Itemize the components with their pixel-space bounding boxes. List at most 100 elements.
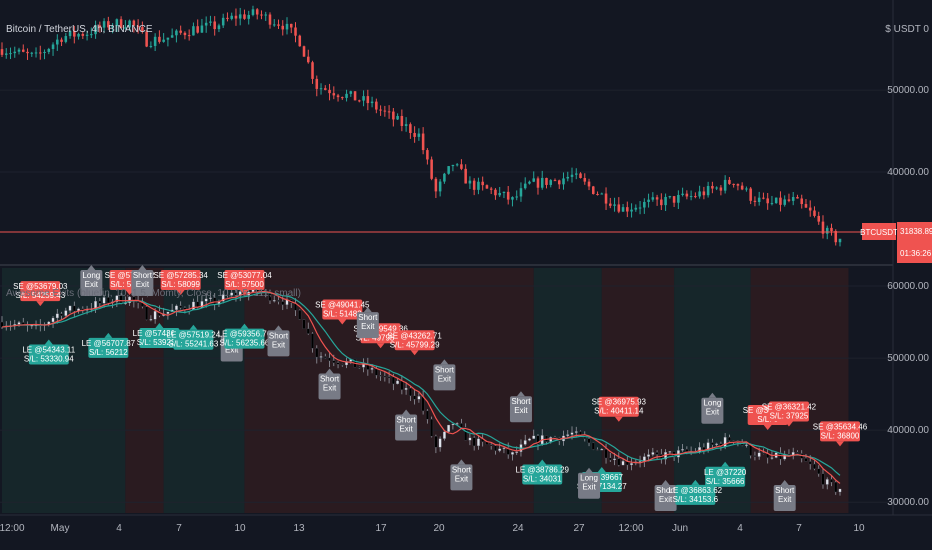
indicator-candle [608,457,612,461]
price-candle [698,191,701,197]
price-candle [158,36,161,42]
price-candle [39,52,42,54]
price-candle [141,27,144,32]
time-axis[interactable]: 12:00 May 4 7 10 13 17 20 24 27 12:00 Jun 4 7 10 [0,514,932,550]
price-candle [774,197,778,204]
price-candle [562,178,565,185]
price-candle [438,181,442,192]
price-candle [681,193,684,195]
price-candle [583,178,587,182]
price-gridlines [0,89,893,173]
price-candle [536,178,540,188]
signal-label-pointer [597,466,606,472]
indicator-candle [838,488,842,493]
indicator-candle [813,463,816,470]
indicator-candle [536,435,540,445]
indicator-candle [383,375,387,378]
indicator-candle [528,438,531,441]
signal-label-box [28,344,69,365]
signal-label-box [768,401,809,422]
ma-slow-line [1,291,841,476]
price-candle [387,111,391,113]
price-candle [353,91,357,101]
indicator-candle [494,445,497,451]
price-candle [604,193,608,204]
price-candle [574,173,578,175]
price-candle [540,177,544,188]
countdown-value: 01:36:26 [900,249,932,258]
indicator-candle [545,435,548,442]
time-axis-background [0,515,932,550]
signal-label-text: S/L: 56212 [89,348,128,357]
price-candle [630,209,633,212]
price-candle [179,30,182,33]
signal-label-text: SE @53077.04 [217,271,272,280]
price-candle [166,37,170,40]
price-pane[interactable] [0,5,893,247]
signal-label-text: LE @54343.11 [22,345,75,354]
indicator-candle [647,454,651,457]
price-candle [451,164,455,167]
indicator-candle [651,452,655,455]
signal-label-box [356,312,379,339]
signal-label-box [820,421,860,442]
indicator-candle [60,313,63,316]
signal-label-text: LE @36863.62 [669,486,723,495]
price-candle [170,35,174,38]
price-candle [489,188,493,190]
price-candle [311,62,314,79]
price-candle [132,20,136,26]
indicator-candle [21,322,25,325]
indicator-candle [753,455,757,457]
indicator-candle [72,305,76,312]
signal-label-box [88,337,129,358]
indicator-candle [221,294,225,302]
currency-badge[interactable]: $ USDT 0 [885,24,929,35]
signal-label-text: Short [358,313,378,322]
indicator-tick-label: 50000.00 [887,353,929,364]
price-candle [217,25,221,30]
signal-label-short: SE @36321.42S/L: 37925 [762,401,817,427]
signal-label-text: Short [320,375,340,384]
indicator-candle [68,305,72,311]
price-candle [506,191,510,200]
price-candle [60,39,63,42]
price-candle [689,196,693,198]
price-candle [813,210,816,216]
time-tick-label: May [51,523,70,534]
signal-label-text: Exit [225,346,239,355]
price-candle [77,33,80,37]
indicator-candle [464,427,468,441]
indicator-candle [391,376,395,385]
price-candle [426,150,429,160]
indicator-candle [762,452,765,454]
price-candle [719,187,723,191]
indicator-candle [451,423,455,426]
price-candle [98,25,102,28]
price-candle [596,194,599,196]
indicator-candle [306,328,310,334]
indicator-candle [685,449,689,452]
price-candle [485,185,489,189]
signal-label-text: Exit [272,340,286,349]
price-candle [13,51,17,54]
indicator-candle [804,458,808,462]
signal-label-pointer [338,319,347,325]
signal-label-short: SE @53679.03S/L: 54259.43 [13,281,68,307]
ma-fast-line [1,291,841,484]
indicator-candle [757,452,761,457]
indicator-candle [770,457,774,459]
indicator-candle [430,419,434,437]
signal-label-text: SE @57013.2 [105,271,155,280]
indicator-candle [55,313,59,319]
signal-label-box [224,270,265,290]
price-candle [838,238,842,243]
indicator-candle [442,431,446,439]
price-candle [621,207,625,212]
indicator-tick-label: 30000.00 [887,497,929,508]
